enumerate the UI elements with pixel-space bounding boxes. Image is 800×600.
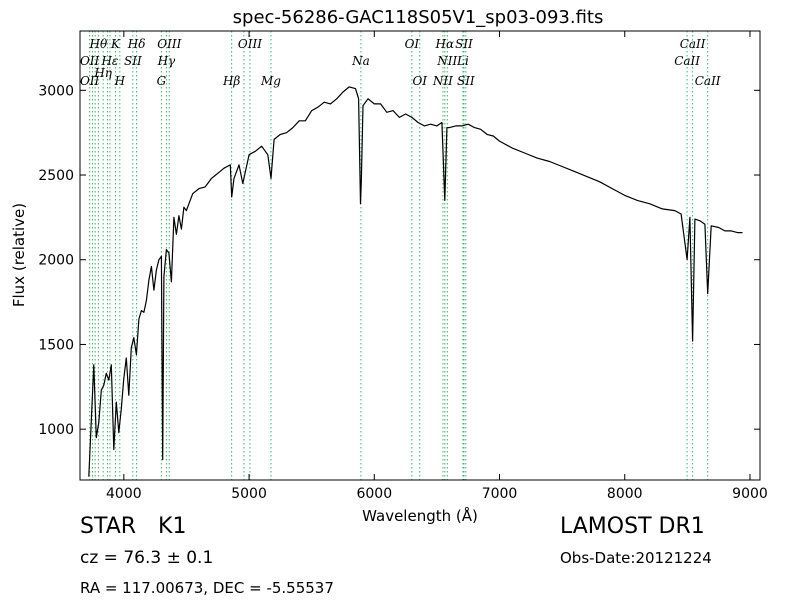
ra-dec-coordinates: RA = 117.00673, DEC = -5.55537 bbox=[80, 579, 334, 597]
line-label-15: Li bbox=[456, 54, 469, 68]
chart-title: spec-56286-GAC118S05V1_sp03-093.fits bbox=[233, 7, 604, 28]
line-label-1: K bbox=[110, 37, 121, 51]
line-label-9: OII bbox=[80, 54, 100, 68]
x-tick-label-9000: 9000 bbox=[732, 486, 768, 502]
x-tick-label-6000: 6000 bbox=[356, 486, 392, 502]
object-class: STAR K1 bbox=[80, 514, 186, 539]
line-label-5: OI bbox=[405, 37, 420, 51]
line-label-17: Hη bbox=[93, 66, 112, 80]
line-label-23: OI bbox=[412, 74, 427, 88]
object-subclass: K1 bbox=[158, 514, 187, 539]
line-label-19: H bbox=[114, 74, 126, 88]
observation-date: Obs-Date:20121224 bbox=[560, 549, 712, 567]
line-label-10: Hε bbox=[100, 54, 118, 68]
plot-frame bbox=[79, 30, 761, 481]
spectral-line-markers bbox=[89, 31, 709, 480]
line-label-22: Mg bbox=[260, 74, 281, 88]
line-label-4: OIII bbox=[238, 37, 262, 51]
line-label-3: OIII bbox=[157, 37, 181, 51]
line-label-6: Hα bbox=[435, 37, 455, 51]
spectrum-line-0 bbox=[88, 86, 743, 477]
line-label-14: NII bbox=[436, 54, 457, 68]
line-label-8: CaII bbox=[680, 37, 706, 51]
line-label-16: CaII bbox=[674, 54, 700, 68]
x-axis-label: Wavelength (Å) bbox=[362, 506, 478, 525]
redshift-cz: cz = 76.3 ± 0.1 bbox=[80, 548, 214, 568]
y-tick-label-2000: 2000 bbox=[38, 253, 74, 269]
line-label-0: Hθ bbox=[89, 37, 108, 51]
y-tick-label-3000: 3000 bbox=[38, 83, 74, 99]
series-layer bbox=[88, 86, 743, 477]
y-axis-label: Flux (relative) bbox=[10, 203, 28, 307]
x-tick-label-5000: 5000 bbox=[231, 486, 267, 502]
x-tick-label-8000: 8000 bbox=[607, 486, 643, 502]
y-tick-label-1000: 1000 bbox=[38, 422, 74, 438]
line-label-12: Hγ bbox=[157, 54, 176, 68]
line-label-18: OII bbox=[80, 74, 100, 88]
x-tick-label-4000: 4000 bbox=[106, 486, 142, 502]
line-label-24: NII bbox=[432, 74, 453, 88]
survey-name: LAMOST DR1 bbox=[560, 514, 705, 539]
line-label-2: Hδ bbox=[127, 37, 146, 51]
line-label-7: SII bbox=[455, 37, 473, 51]
line-label-11: SII bbox=[124, 54, 142, 68]
line-label-26: CaII bbox=[695, 74, 721, 88]
y-tick-label-1500: 1500 bbox=[38, 337, 74, 353]
x-tick-label-7000: 7000 bbox=[482, 486, 518, 502]
line-label-21: Hβ bbox=[222, 74, 240, 88]
line-label-20: G bbox=[157, 74, 167, 88]
axis-ticks: 4000 5000 6000 7000 8000 9000 1000 1500 2000 2500… bbox=[38, 31, 768, 502]
object-class-label: STAR bbox=[80, 514, 137, 539]
line-label-13: Na bbox=[351, 54, 370, 68]
line-label-25: SII bbox=[457, 74, 475, 88]
y-tick-label-2500: 2500 bbox=[38, 168, 74, 184]
